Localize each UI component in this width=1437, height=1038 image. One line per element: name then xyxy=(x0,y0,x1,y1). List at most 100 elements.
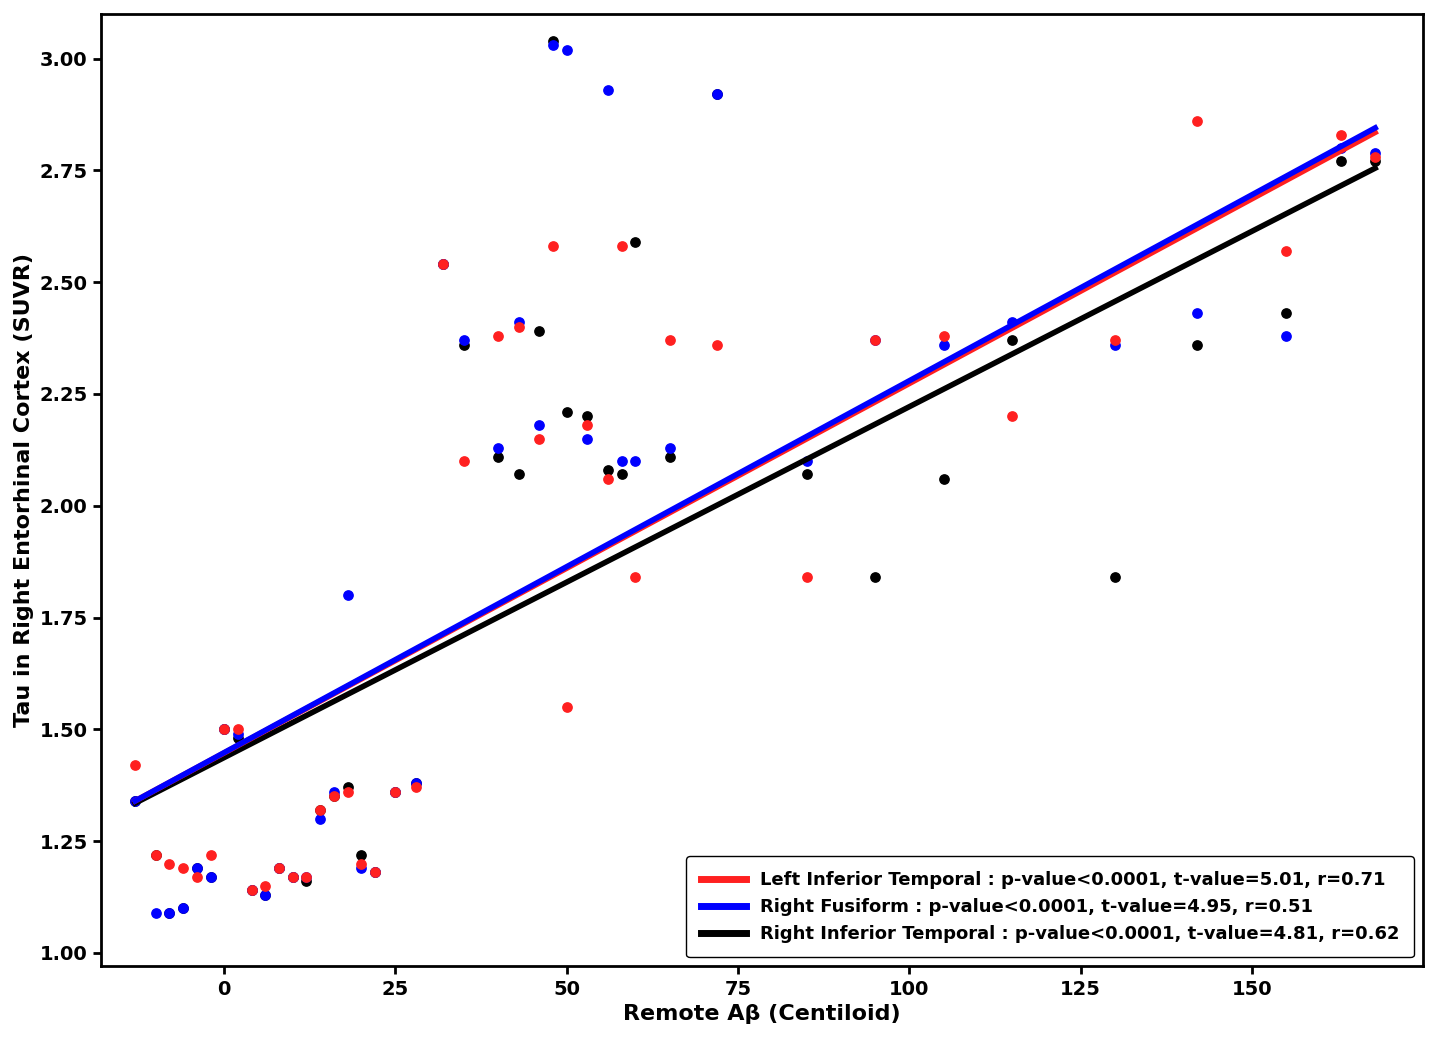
Point xyxy=(527,417,550,434)
Point xyxy=(507,466,530,483)
Point xyxy=(267,859,290,876)
Point xyxy=(198,869,221,885)
Point xyxy=(309,811,332,827)
Point xyxy=(1364,144,1387,161)
Point xyxy=(1186,113,1209,130)
Point xyxy=(795,569,818,585)
Point xyxy=(213,721,236,738)
Point xyxy=(487,439,510,456)
Point xyxy=(185,859,208,876)
Point xyxy=(198,869,221,885)
Y-axis label: Tau in Right Entorhinal Cortex (SUVR): Tau in Right Entorhinal Cortex (SUVR) xyxy=(14,253,34,728)
Point xyxy=(453,332,476,349)
Point xyxy=(240,882,263,899)
Point xyxy=(254,886,277,903)
Point xyxy=(576,431,599,447)
Point xyxy=(706,336,729,353)
Point xyxy=(267,859,290,876)
Point xyxy=(282,869,305,885)
Point xyxy=(349,859,372,876)
Point xyxy=(144,846,167,863)
Point xyxy=(158,904,181,921)
Point xyxy=(336,780,359,796)
Point xyxy=(227,721,250,738)
Point xyxy=(1329,127,1352,143)
Point xyxy=(795,453,818,469)
Point xyxy=(213,721,236,738)
Point xyxy=(658,332,681,349)
Point xyxy=(295,873,318,890)
Point xyxy=(1364,148,1387,165)
Point xyxy=(349,846,372,863)
Point xyxy=(144,904,167,921)
Point xyxy=(507,319,530,335)
Point xyxy=(453,453,476,469)
Point xyxy=(405,780,428,796)
Point xyxy=(542,32,565,49)
Legend: Left Inferior Temporal : p-value<0.0001, t-value=5.01, r=0.71, Right Fusiform : : Left Inferior Temporal : p-value<0.0001,… xyxy=(685,856,1414,957)
Point xyxy=(1329,140,1352,157)
Point xyxy=(555,404,578,420)
Point xyxy=(254,886,277,903)
Point xyxy=(1275,328,1298,345)
Point xyxy=(1104,336,1127,353)
Point xyxy=(322,788,345,804)
Point xyxy=(658,439,681,456)
Point xyxy=(267,859,290,876)
Point xyxy=(227,726,250,742)
Point xyxy=(507,315,530,331)
Point xyxy=(282,869,305,885)
Point xyxy=(1275,305,1298,322)
Point xyxy=(158,904,181,921)
Point xyxy=(336,784,359,800)
Point xyxy=(1000,315,1023,331)
Point xyxy=(364,865,387,881)
Point xyxy=(198,846,221,863)
Point xyxy=(658,448,681,465)
Point xyxy=(611,466,634,483)
Point xyxy=(158,855,181,872)
Point xyxy=(185,859,208,876)
Point xyxy=(364,865,387,881)
Point xyxy=(706,86,729,103)
Point xyxy=(295,869,318,885)
X-axis label: Remote Aβ (Centiloid): Remote Aβ (Centiloid) xyxy=(624,1004,901,1025)
Point xyxy=(624,453,647,469)
Point xyxy=(576,408,599,425)
Point xyxy=(433,256,456,273)
Point xyxy=(453,336,476,353)
Point xyxy=(171,900,194,917)
Point xyxy=(282,869,305,885)
Point xyxy=(309,801,332,818)
Point xyxy=(384,784,407,800)
Point xyxy=(795,466,818,483)
Point xyxy=(1104,332,1127,349)
Point xyxy=(322,788,345,804)
Point xyxy=(596,82,619,99)
Point xyxy=(596,470,619,487)
Point xyxy=(576,417,599,434)
Point xyxy=(864,332,887,349)
Point xyxy=(171,900,194,917)
Point xyxy=(1000,408,1023,425)
Point xyxy=(336,586,359,603)
Point xyxy=(864,332,887,349)
Point xyxy=(1186,336,1209,353)
Point xyxy=(864,569,887,585)
Point xyxy=(254,877,277,894)
Point xyxy=(933,328,956,345)
Point xyxy=(433,256,456,273)
Point xyxy=(933,470,956,487)
Point xyxy=(1329,154,1352,170)
Point xyxy=(596,462,619,479)
Point xyxy=(1000,332,1023,349)
Point xyxy=(364,865,387,881)
Point xyxy=(295,869,318,885)
Point xyxy=(527,431,550,447)
Point xyxy=(487,328,510,345)
Point xyxy=(144,846,167,863)
Point xyxy=(555,699,578,715)
Point xyxy=(706,86,729,103)
Point xyxy=(611,453,634,469)
Point xyxy=(1364,154,1387,170)
